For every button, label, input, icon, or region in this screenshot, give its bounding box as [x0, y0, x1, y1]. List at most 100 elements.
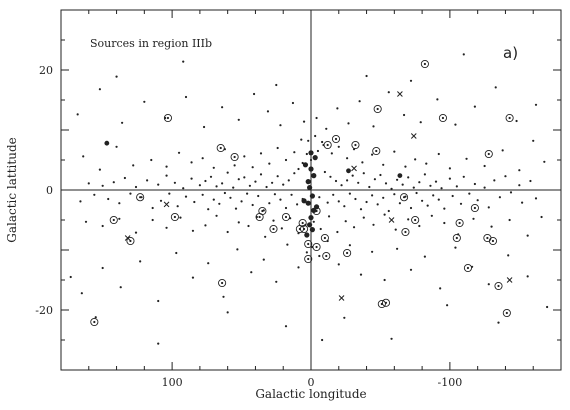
data-point-dot [266, 110, 270, 113]
data-point-cross [124, 235, 131, 241]
data-point-dot [396, 247, 399, 250]
data-point-circle-center [346, 251, 349, 255]
data-point-dot [409, 206, 413, 210]
data-point-circle [420, 59, 429, 69]
data-point-dot [468, 192, 471, 195]
data-point-dense [311, 173, 317, 179]
data-point-dot [221, 182, 224, 185]
data-point-dot [390, 187, 393, 190]
data-point-circle [505, 113, 514, 123]
data-point-circle-center [487, 152, 490, 156]
data-point-dot [252, 92, 256, 96]
data-point-dot [515, 119, 518, 123]
data-point-dot [204, 224, 207, 227]
data-point-dot [532, 139, 535, 142]
data-point-dot [168, 192, 171, 195]
data-point-dot [446, 304, 449, 307]
data-point-dot [93, 193, 96, 196]
data-point-dot [343, 205, 346, 208]
data-point-dot [121, 121, 124, 124]
data-point-dot [351, 174, 354, 177]
data-point-dot [534, 103, 538, 106]
data-point-dot [393, 193, 396, 196]
data-point-circle [320, 233, 329, 243]
data-point-dot [352, 226, 356, 229]
data-point-circle-center [497, 284, 500, 288]
data-point-circle-center [221, 281, 224, 285]
data-point-dot [307, 139, 310, 142]
data-point-cross [163, 201, 170, 208]
data-point-dot [101, 224, 104, 228]
data-point-dot [365, 74, 368, 78]
data-point-dot [150, 158, 153, 162]
data-point-dot [251, 166, 254, 169]
data-point-dot [483, 164, 486, 168]
data-point-dot [346, 157, 349, 160]
data-point-dot [393, 150, 396, 153]
data-point-circle-center [486, 236, 489, 240]
data-point-dot [423, 173, 426, 176]
data-point-dot [359, 273, 363, 276]
data-point-dot [146, 179, 149, 182]
data-point-dot [268, 162, 271, 165]
data-point-dot [518, 184, 521, 187]
data-point-dot [462, 53, 465, 56]
data-point-dot [271, 181, 274, 184]
data-point-dot [327, 215, 331, 218]
data-point-circle-center [233, 155, 236, 159]
data-marks [69, 53, 549, 345]
data-point-filled [346, 168, 351, 174]
data-point-dot [215, 185, 218, 188]
data-point-dot [165, 226, 168, 229]
data-point-dot [344, 220, 347, 223]
data-point-dot [290, 193, 293, 196]
data-point-dot [415, 191, 418, 195]
axis-ticks [60, 9, 562, 371]
data-point-dot [312, 220, 315, 223]
data-point-dot [237, 221, 240, 224]
data-point-dot [101, 266, 104, 270]
data-point-circle-center [375, 149, 378, 153]
data-point-dot [382, 196, 385, 199]
data-point-circle-center [112, 218, 115, 222]
data-point-dot [300, 138, 303, 141]
data-point-dot [243, 176, 246, 179]
data-point-dot [87, 182, 90, 185]
data-point-dot [371, 250, 374, 253]
data-point-dot [284, 158, 288, 162]
data-point-dot [521, 201, 524, 204]
data-point-dot [151, 206, 154, 210]
data-point-dot [372, 125, 375, 128]
data-point-circle-center [139, 196, 142, 199]
data-point-dot [401, 183, 404, 186]
data-point-dense [309, 227, 315, 233]
data-point-dot [165, 174, 168, 177]
data-point-dot [443, 221, 446, 225]
data-point-dot [497, 321, 500, 324]
data-point-dot [318, 196, 321, 199]
data-point-dot [201, 157, 204, 160]
data-point-circle [109, 215, 118, 225]
data-point-circle-center [93, 320, 96, 324]
data-point-dot [82, 155, 85, 158]
data-point-circle-center [404, 230, 407, 234]
data-point-dot [476, 199, 479, 202]
data-point-dot [204, 179, 207, 183]
data-point-dot [455, 185, 458, 188]
data-point-cross [388, 217, 395, 223]
data-point-dot [418, 181, 421, 184]
data-point-dot [507, 254, 510, 257]
data-point-dot [275, 280, 278, 283]
data-point-dot [383, 278, 386, 282]
data-point-dot [232, 186, 235, 189]
data-point-dot [202, 125, 206, 129]
data-point-dot [107, 197, 110, 201]
data-point-circle [218, 278, 227, 288]
data-point-dot [354, 197, 357, 201]
data-point-dot [473, 105, 476, 108]
data-point-circle [343, 248, 352, 258]
data-point-dot [265, 185, 268, 189]
data-point-dot [84, 220, 88, 223]
data-point-dot [259, 152, 263, 155]
data-point-dot [529, 179, 532, 183]
